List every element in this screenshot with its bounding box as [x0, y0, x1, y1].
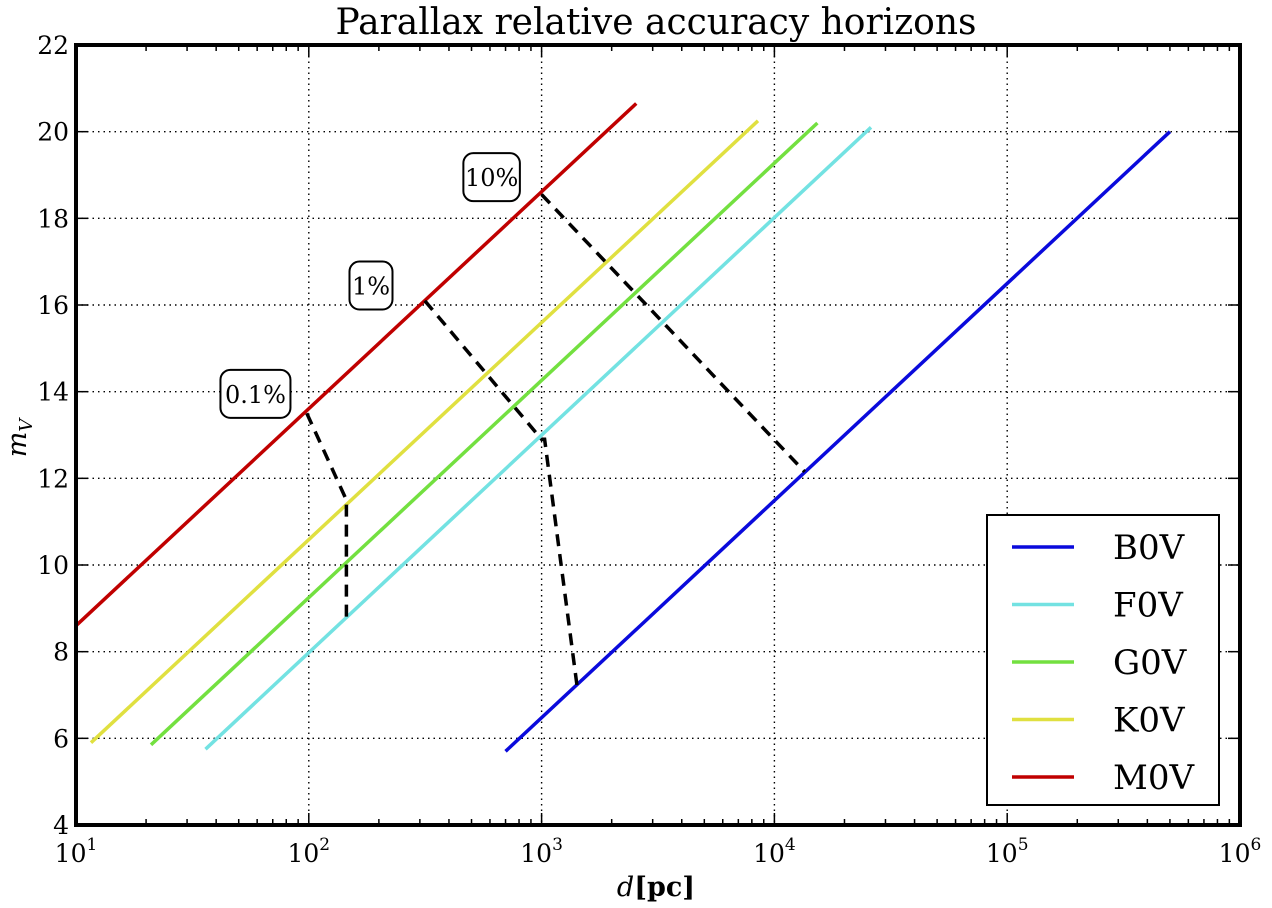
x-axis-label-unit: [pc] [634, 872, 695, 903]
x-tick-label: 101 [55, 835, 98, 868]
annotation-box [219, 368, 292, 419]
y-tick-label: 16 [37, 291, 69, 320]
x-axis-label: d[pc] [617, 872, 695, 903]
y-tick-label: 12 [37, 464, 69, 493]
legend: B0V F0V G0V K0V M0V [986, 514, 1220, 806]
x-tick-label: 104 [753, 835, 796, 868]
legend-label-b0v: B0V [1113, 528, 1186, 568]
y-axis-label-sub: V [16, 417, 37, 432]
y-tick-label: 18 [37, 204, 69, 233]
y-tick-label: 4 [53, 811, 69, 840]
annotation-box [348, 260, 394, 311]
annotation-label: 0.1% [225, 381, 286, 409]
annotations: 0.1% 1% 10% [219, 152, 521, 419]
horizon-line-0 [305, 412, 349, 622]
legend-box [986, 514, 1220, 806]
y-tick-label: 6 [53, 724, 69, 753]
chart-title: Parallax relative accuracy horizons [335, 2, 976, 43]
series-lines [74, 102, 1172, 753]
y-tick-label: 10 [37, 551, 69, 580]
plot-frame [74, 43, 1242, 827]
y-axis-label: mV [2, 417, 37, 458]
series-line-k0v [89, 119, 760, 744]
annotation-label: 1% [352, 273, 390, 301]
legend-label-m0v: M0V [1113, 758, 1195, 798]
y-tick-label: 14 [37, 378, 69, 407]
y-tick-label: 20 [37, 118, 69, 147]
series-line-m0v [74, 102, 638, 627]
horizon-line-1 [423, 299, 579, 687]
x-tick-label: 102 [287, 835, 330, 868]
horizon-lines [305, 193, 806, 687]
horizon-line-2 [540, 193, 806, 474]
y-axis-label-var: m [2, 432, 33, 458]
series-line-f0v [204, 126, 873, 751]
y-tick-label: 22 [37, 31, 69, 60]
x-tick-label: 105 [986, 835, 1029, 868]
legend-label-k0v: K0V [1113, 701, 1186, 741]
series-line-b0v [504, 130, 1172, 753]
x-axis-label-var: d [617, 872, 634, 903]
annotation-label: 10% [465, 164, 518, 192]
x-tick-label: 106 [1219, 835, 1262, 868]
legend-label-g0v: G0V [1113, 643, 1188, 683]
y-tick-label: 8 [53, 638, 69, 667]
legend-label-f0v: F0V [1113, 586, 1184, 626]
x-tick-label: 103 [520, 835, 563, 868]
series-line-g0v [149, 121, 819, 747]
x-tick-labels: 101 102 103 104 105 106 [55, 835, 1262, 868]
annotation-box [462, 152, 521, 203]
y-tick-labels: 4 6 8 10 12 14 16 18 20 22 [37, 31, 69, 840]
